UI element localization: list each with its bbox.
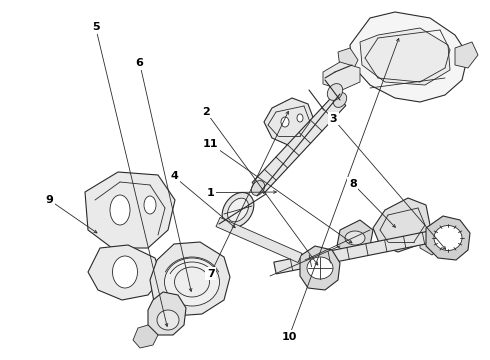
- Ellipse shape: [165, 258, 220, 306]
- Ellipse shape: [144, 196, 156, 214]
- Polygon shape: [85, 172, 175, 248]
- Polygon shape: [88, 245, 162, 300]
- Ellipse shape: [251, 181, 265, 195]
- Polygon shape: [274, 229, 441, 274]
- Text: 10: 10: [281, 332, 297, 342]
- Polygon shape: [373, 198, 430, 252]
- Polygon shape: [360, 28, 450, 85]
- Ellipse shape: [157, 310, 179, 330]
- Text: 5: 5: [92, 22, 99, 32]
- Polygon shape: [264, 98, 314, 145]
- Polygon shape: [216, 217, 302, 262]
- Polygon shape: [300, 246, 340, 290]
- Polygon shape: [350, 12, 468, 102]
- Text: 6: 6: [136, 58, 144, 68]
- Polygon shape: [337, 220, 373, 256]
- Ellipse shape: [434, 225, 462, 251]
- Polygon shape: [455, 42, 478, 68]
- Ellipse shape: [281, 117, 289, 127]
- Text: 1: 1: [207, 188, 215, 198]
- Text: 4: 4: [170, 171, 178, 181]
- Ellipse shape: [327, 84, 343, 100]
- Polygon shape: [133, 325, 158, 348]
- Text: 9: 9: [45, 195, 53, 205]
- Text: 2: 2: [202, 107, 210, 117]
- Ellipse shape: [307, 257, 333, 279]
- Text: 3: 3: [329, 114, 337, 124]
- Polygon shape: [323, 62, 360, 90]
- Polygon shape: [252, 95, 346, 193]
- Ellipse shape: [227, 198, 248, 222]
- Ellipse shape: [174, 267, 210, 297]
- Ellipse shape: [113, 256, 138, 288]
- Polygon shape: [338, 48, 358, 72]
- Ellipse shape: [222, 193, 254, 228]
- Ellipse shape: [110, 195, 130, 225]
- Ellipse shape: [333, 93, 347, 107]
- Polygon shape: [150, 242, 230, 316]
- Text: 7: 7: [207, 269, 215, 279]
- Text: 11: 11: [203, 139, 219, 149]
- Polygon shape: [420, 228, 445, 255]
- Text: 8: 8: [349, 179, 357, 189]
- Ellipse shape: [297, 114, 303, 122]
- Ellipse shape: [345, 231, 365, 245]
- Polygon shape: [148, 292, 186, 335]
- Polygon shape: [426, 216, 470, 260]
